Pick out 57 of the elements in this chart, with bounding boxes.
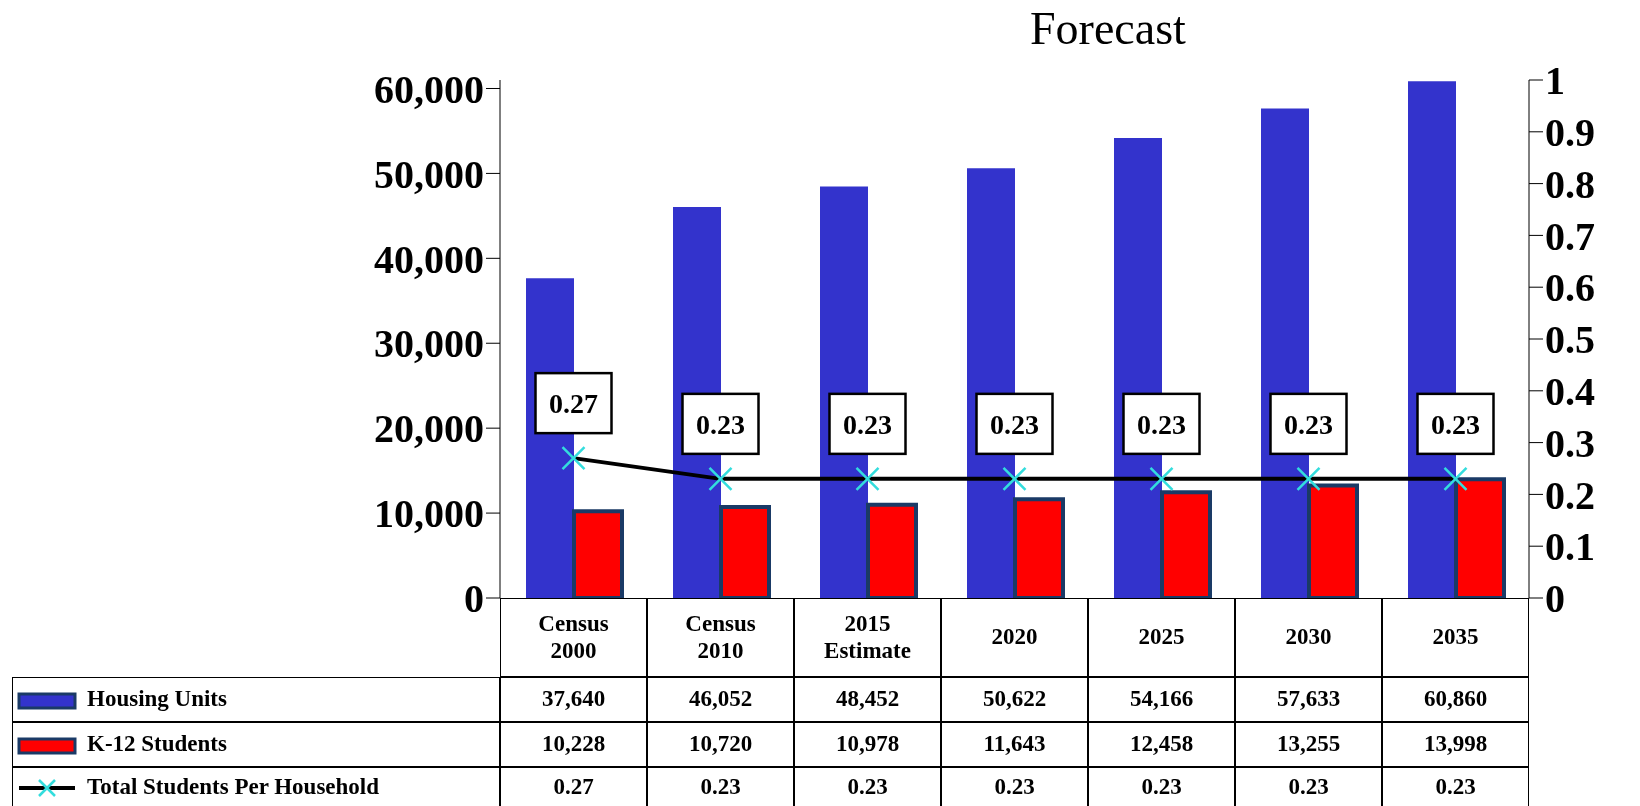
data-label: 0.23	[1235, 767, 1382, 806]
x-tick-label: 2030	[1235, 598, 1382, 677]
data-label: 13,255	[1235, 722, 1382, 767]
legend-label: Housing Units	[86, 686, 227, 713]
data-label: 0.23	[794, 767, 941, 806]
x-tick-label: Census 2010	[647, 598, 794, 677]
data-label: 10,228	[500, 722, 647, 767]
data-label: 54,166	[1088, 677, 1235, 722]
x-tick-label: 2015 Estimate	[794, 598, 941, 677]
y2-tick-label: 1	[1545, 58, 1565, 104]
data-label: 46,052	[647, 677, 794, 722]
text: 0.27	[549, 388, 598, 420]
x-tick-label: 2025	[1088, 598, 1235, 677]
y2-tick-label: 0.7	[1545, 213, 1595, 259]
y2-tick-label: 0.4	[1545, 369, 1595, 414]
y-tick-label: 40,000	[374, 236, 484, 282]
data-label: 13,998	[1382, 722, 1529, 767]
data-label: 0.27	[500, 767, 647, 806]
x-tick-label: 2020	[941, 598, 1088, 677]
x-tick-label: Census 2000	[500, 598, 647, 677]
data-label: 0.23	[1088, 767, 1235, 806]
data-label: 57,633	[1235, 677, 1382, 722]
y2-tick-label: 0.9	[1545, 110, 1595, 155]
y-tick-label: 50,000	[374, 151, 484, 197]
text: 0.23	[843, 408, 892, 440]
y2-tick-label: 0	[1545, 576, 1565, 622]
data-label: 12,458	[1088, 722, 1235, 767]
data-label: 50,622	[941, 677, 1088, 722]
chart-title: Forecast	[1030, 2, 1186, 55]
x-tick-label: 2035	[1382, 598, 1529, 677]
data-label: 0.23	[1382, 767, 1529, 806]
y-tick-label: 0	[464, 576, 484, 622]
data-label: 0.23	[647, 767, 794, 806]
text: 0.23	[696, 408, 745, 440]
data-label: 11,643	[941, 722, 1088, 767]
legend-label: Total Students Per Household	[86, 773, 380, 801]
y2-tick-label: 0.2	[1545, 472, 1595, 518]
y2-tick-label: 0.8	[1545, 161, 1595, 207]
data-label: 48,452	[794, 677, 941, 722]
y-tick-label: 30,000	[374, 321, 484, 367]
y2-tick-label: 0.5	[1545, 317, 1595, 363]
data-label: 10,720	[647, 722, 794, 767]
legend-label: K-12 Students	[86, 731, 227, 758]
y2-tick-label: 0.1	[1545, 524, 1595, 570]
text: 0.23	[1284, 408, 1333, 440]
data-label: 10,978	[794, 722, 941, 767]
y-tick-label: 20,000	[374, 406, 484, 452]
data-label: 0.23	[941, 767, 1088, 806]
y2-tick-label: 0.3	[1545, 420, 1595, 466]
data-label: 60,860	[1382, 677, 1529, 722]
text: 0.23	[1431, 408, 1480, 440]
y-tick-label: 60,000	[374, 66, 484, 112]
text: 0.23	[990, 408, 1039, 440]
text: 0.23	[1137, 408, 1186, 440]
y2-tick-label: 0.6	[1545, 265, 1595, 311]
y-tick-label: 10,000	[374, 491, 484, 537]
data-label: 37,640	[500, 677, 647, 722]
